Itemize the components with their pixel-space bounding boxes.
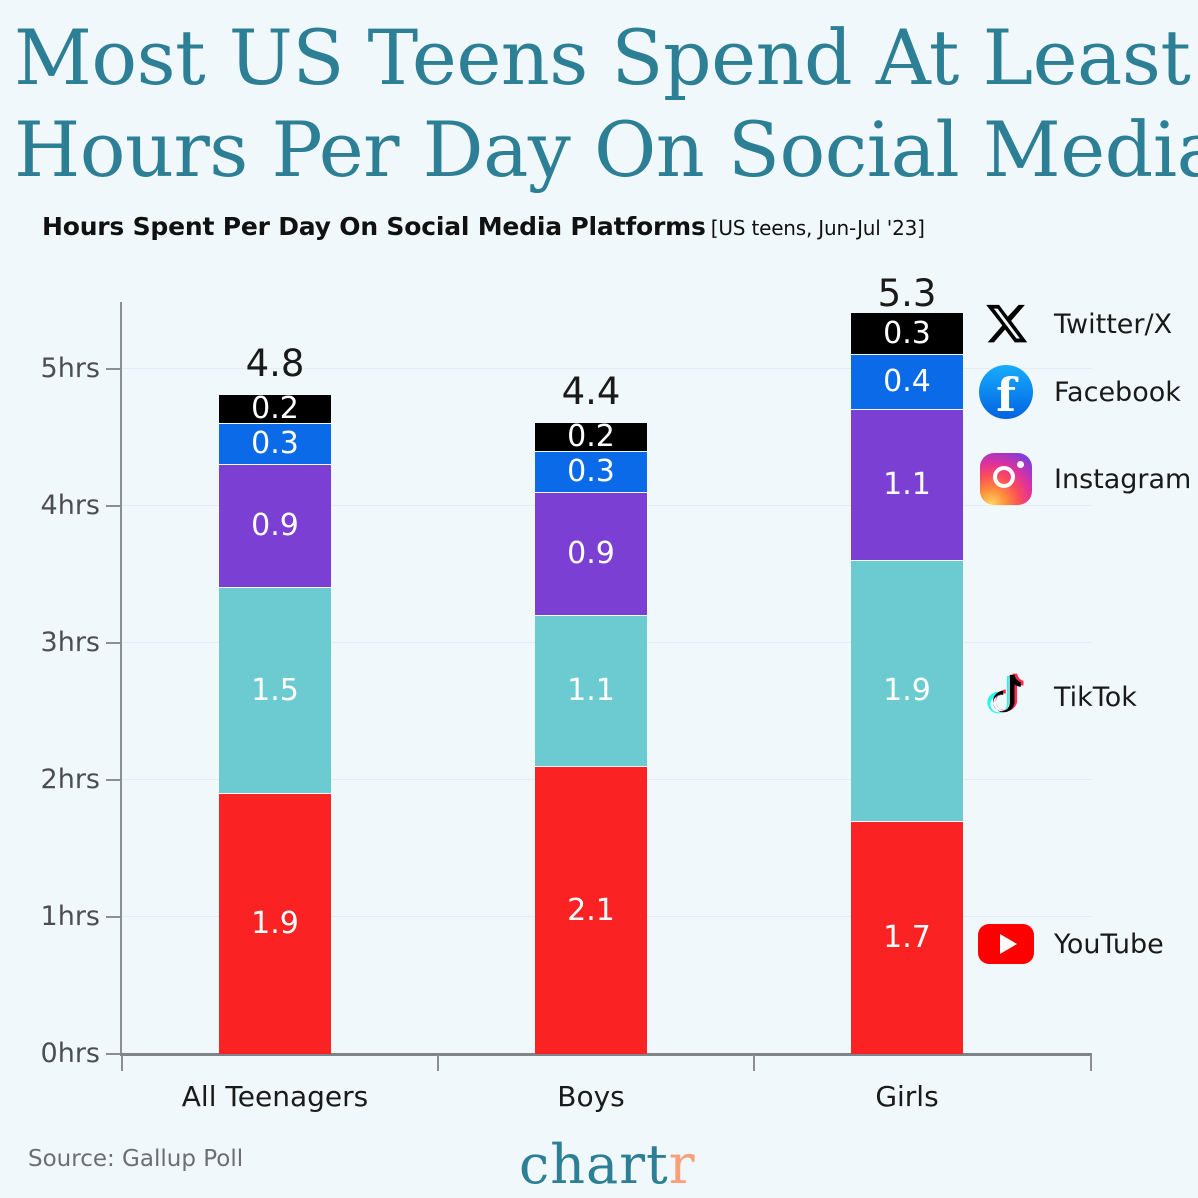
segment-value-twitter: 0.3 [883, 315, 931, 351]
legend-item-twitter[interactable]: Twitter/X [978, 296, 1172, 352]
y-tick-mark-0hrs [106, 1053, 120, 1055]
page-title: Most US Teens Spend At Least 4 Hours Per… [0, 0, 1198, 196]
legend-item-facebook[interactable]: f Facebook [978, 364, 1181, 420]
x-axis-line [120, 1053, 1092, 1056]
segment-value-tiktok: 1.1 [567, 673, 615, 708]
y-tick-mark-4hrs [106, 505, 120, 507]
y-tick-label-5hrs: 5hrs [40, 353, 100, 384]
bar-girls[interactable]: 0.3 0.4 1.1 1.9 1.7 [851, 313, 963, 1054]
y-tick-mark-2hrs [106, 779, 120, 781]
segment-instagram[interactable]: 0.9 [219, 464, 331, 587]
source-text: Source: Gallup Poll [28, 1146, 244, 1172]
chart-header: Most US Teens Spend At Least 4 Hours Per… [0, 0, 1198, 241]
x-category-label-boys: Boys [557, 1080, 625, 1113]
legend-label-tiktok: TikTok [1054, 681, 1137, 713]
bar-all-teenagers[interactable]: 0.2 0.3 0.9 1.5 1.9 [219, 391, 331, 1054]
segment-youtube[interactable]: 2.1 [535, 766, 647, 1054]
legend-label-twitter: Twitter/X [1054, 308, 1173, 340]
bar-total-boys: 4.4 [561, 370, 621, 413]
segment-facebook[interactable]: 0.3 [219, 423, 331, 464]
segment-twitter[interactable]: 0.2 [219, 391, 331, 426]
facebook-icon: f [978, 364, 1034, 420]
y-tick-label-1hrs: 1hrs [40, 901, 100, 932]
segment-youtube[interactable]: 1.7 [851, 821, 963, 1054]
subtitle-note-text: [US teens, Jun-Jul '23] [710, 216, 925, 240]
y-tick-label-0hrs: 0hrs [40, 1038, 100, 1069]
bar-total-girls: 5.3 [877, 272, 937, 315]
segment-value-twitter: 0.2 [251, 391, 299, 426]
youtube-icon [978, 916, 1034, 972]
segment-youtube[interactable]: 1.9 [219, 793, 331, 1054]
bar-boys[interactable]: 0.2 0.3 0.9 1.1 2.1 [535, 419, 647, 1054]
segment-twitter[interactable]: 0.3 [851, 313, 963, 354]
segment-value-youtube: 2.1 [567, 892, 615, 928]
bar-total-all-teenagers: 4.8 [245, 342, 305, 385]
chartr-logo-part2: r [668, 1133, 696, 1196]
segment-value-tiktok: 1.5 [251, 672, 299, 708]
segment-instagram[interactable]: 1.1 [851, 409, 963, 560]
instagram-icon [978, 451, 1034, 507]
x-category-label-all-teenagers: All Teenagers [181, 1080, 369, 1113]
legend-label-youtube: YouTube [1054, 928, 1164, 960]
chart-subtitle: Hours Spent Per Day On Social Media Plat… [0, 196, 1198, 241]
x-tick-mark-start [121, 1055, 123, 1071]
chartr-logo-part1: chart [519, 1133, 669, 1196]
legend-item-instagram[interactable]: Instagram [978, 451, 1191, 507]
segment-value-facebook: 0.3 [251, 426, 299, 461]
legend-label-instagram: Instagram [1054, 463, 1192, 495]
segment-tiktok[interactable]: 1.5 [219, 587, 331, 793]
segment-facebook[interactable]: 0.3 [535, 451, 647, 492]
segment-instagram[interactable]: 0.9 [535, 492, 647, 615]
legend-label-facebook: Facebook [1054, 376, 1181, 408]
title-line-2: Hours Per Day On Social Media [14, 105, 1198, 194]
segment-facebook[interactable]: 0.4 [851, 354, 963, 409]
tiktok-icon [978, 669, 1034, 725]
legend-item-youtube[interactable]: YouTube [978, 916, 1164, 972]
segment-twitter[interactable]: 0.2 [535, 419, 647, 454]
y-tick-label-3hrs: 3hrs [40, 627, 100, 658]
segment-value-youtube: 1.7 [883, 920, 931, 955]
y-tick-mark-5hrs [106, 368, 120, 370]
segment-value-twitter: 0.2 [567, 419, 615, 454]
y-tick-mark-1hrs [106, 916, 120, 918]
legend-item-tiktok[interactable]: TikTok [978, 669, 1137, 725]
twitter-x-icon [978, 296, 1034, 352]
segment-value-instagram: 0.9 [251, 508, 299, 543]
y-tick-label-2hrs: 2hrs [40, 764, 100, 795]
segment-value-tiktok: 1.9 [883, 673, 931, 708]
y-axis-line [120, 302, 122, 1054]
title-line-1: Most US Teens Spend At Least 4 [14, 13, 1198, 102]
segment-value-youtube: 1.9 [251, 906, 299, 941]
segment-tiktok[interactable]: 1.9 [851, 560, 963, 821]
y-tick-mark-3hrs [106, 642, 120, 644]
chartr-logo: chartr [519, 1133, 696, 1196]
y-tick-label-4hrs: 4hrs [40, 490, 100, 521]
segment-value-facebook: 0.3 [567, 454, 615, 489]
x-category-label-girls: Girls [875, 1080, 939, 1113]
segment-value-facebook: 0.4 [883, 364, 931, 399]
x-tick-mark-2 [753, 1055, 755, 1071]
x-tick-mark-1 [437, 1055, 439, 1071]
segment-tiktok[interactable]: 1.1 [535, 615, 647, 766]
segment-value-instagram: 1.1 [883, 467, 931, 502]
gridline-5hrs [120, 368, 1092, 369]
segment-value-instagram: 0.9 [567, 536, 615, 571]
subtitle-main-text: Hours Spent Per Day On Social Media Plat… [42, 212, 706, 241]
x-tick-mark-end [1090, 1055, 1092, 1071]
